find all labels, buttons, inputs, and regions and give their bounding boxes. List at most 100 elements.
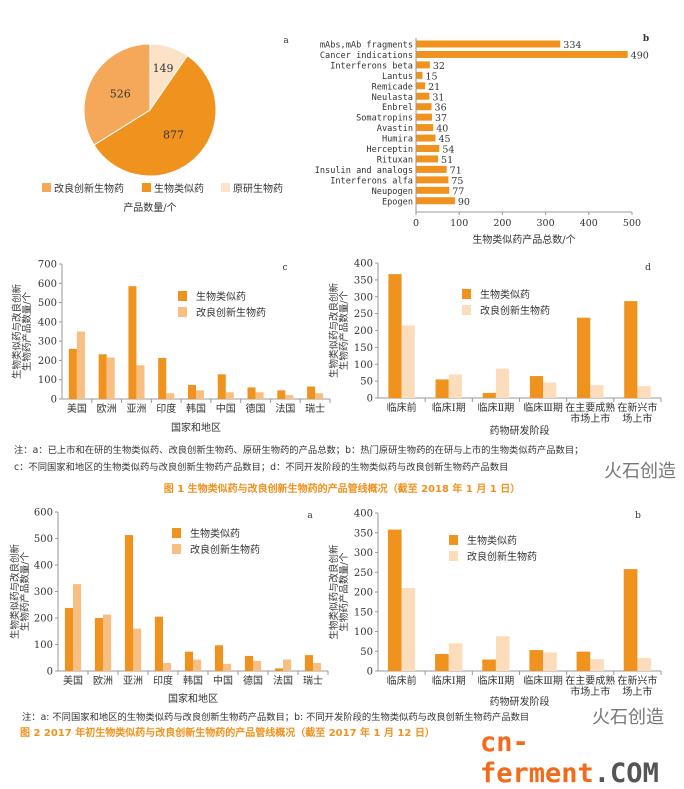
- bar-improved: [283, 659, 292, 671]
- y-tick-label: 100: [354, 360, 373, 371]
- panel-label: c: [282, 263, 287, 273]
- x-axis-label: 药物研发阶段: [490, 424, 550, 437]
- data-label: 334: [563, 40, 581, 51]
- x-tick-label: 美国: [63, 674, 83, 687]
- bar-improved: [495, 636, 510, 671]
- y-tick-label: 200: [38, 356, 57, 367]
- x-tick-label: 临床Ⅲ期: [523, 674, 563, 687]
- y-axis-label: 生物类似药与改良创新: [9, 544, 21, 640]
- y-tick-label: 0: [47, 667, 53, 678]
- bar-biosimilar: [94, 618, 103, 671]
- y-tick-label: 500: [34, 534, 53, 545]
- bar-improved: [133, 628, 142, 671]
- watermark-site-tld: .COM: [593, 758, 659, 789]
- legend-label: 生物类似药: [196, 290, 246, 303]
- bar: [416, 124, 434, 132]
- bar-biosimilar: [623, 569, 638, 671]
- x-axis-label: 国家和地区: [168, 692, 218, 705]
- watermark-brand: 火石创造: [604, 461, 676, 482]
- bar-biosimilar: [187, 384, 196, 399]
- bar-biosimilar: [274, 668, 283, 671]
- bar-biosimilar: [387, 529, 402, 671]
- x-axis-label: 国家和地区: [171, 421, 221, 434]
- bar-improved: [255, 392, 264, 399]
- x-tick-label: 场上市: [622, 685, 652, 698]
- legend-label: 改良创新生物药: [480, 304, 550, 317]
- bar: [416, 155, 439, 163]
- bar: [416, 176, 449, 184]
- panel-label: d: [645, 263, 651, 273]
- bar-biosimilar: [98, 354, 107, 399]
- data-label: 77: [452, 186, 464, 197]
- x-tick-label: 0: [413, 218, 419, 229]
- y-tick-label: 200: [354, 326, 373, 337]
- data-label: 45: [438, 134, 450, 145]
- pie-slice: [93, 54, 217, 177]
- x-tick-label: 韩国: [186, 402, 206, 415]
- bar-improved: [637, 657, 652, 671]
- y-tick-label: 200: [354, 588, 373, 599]
- x-tick-label: 市场上市: [570, 412, 610, 425]
- bar-improved: [313, 663, 322, 671]
- legend-label: 改良创新生物药: [54, 182, 124, 195]
- figure1-note: 注：a：已上市和在研的生物类似药、改良创新生物药、原研生物药的产品总数；b：热门…: [14, 442, 684, 473]
- bar: [416, 40, 561, 48]
- data-label: 71: [450, 165, 462, 176]
- data-label: 31: [432, 92, 444, 103]
- x-axis-label: 产品数量/个: [123, 201, 176, 214]
- x-tick-label: 临床前: [387, 674, 417, 687]
- bar-improved: [637, 386, 651, 398]
- category-label: Enbrel: [382, 103, 413, 113]
- y-tick-label: 400: [34, 561, 53, 572]
- y-tick-label: 500: [38, 298, 57, 309]
- x-tick-label: 中国: [213, 674, 233, 687]
- data-label: 40: [436, 124, 448, 135]
- bar-improved: [543, 382, 557, 398]
- y-tick-label: 300: [354, 292, 373, 303]
- bar-biosimilar: [307, 386, 316, 399]
- x-tick-label: 临床Ⅱ期: [478, 401, 515, 414]
- data-label: 32: [433, 61, 445, 72]
- x-axis-label: 生物类似药产品总数/个: [472, 233, 575, 246]
- bar-improved: [448, 643, 463, 671]
- x-tick-label: 100: [450, 218, 468, 229]
- category-label: Lantus: [382, 72, 413, 82]
- y-tick-label: 250: [354, 568, 373, 579]
- y-tick-label: 300: [34, 587, 53, 598]
- bar-improved: [76, 331, 85, 399]
- bar: [416, 113, 432, 121]
- legend-label: 生物类似药: [467, 534, 517, 547]
- y-tick-label: 150: [354, 607, 373, 618]
- bar-improved: [253, 660, 262, 671]
- bar-improved: [401, 325, 415, 398]
- x-tick-label: 400: [580, 218, 598, 229]
- y-axis-label: 生物药产品数量/个: [338, 290, 350, 370]
- category-label: Neulasta: [372, 93, 413, 103]
- panel-label: a: [307, 511, 313, 521]
- y-tick-label: 400: [354, 259, 373, 270]
- y-axis-label: 生物药产品数量/个: [338, 552, 350, 632]
- x-tick-label: 欧洲: [97, 403, 117, 415]
- panel-label: b: [635, 511, 641, 521]
- category-label: Rituxan: [377, 155, 413, 165]
- x-tick-label: 市场上市: [570, 685, 610, 698]
- legend-swatch: [178, 307, 187, 317]
- legend-label: 生物类似药: [190, 527, 240, 540]
- bar-improved: [166, 393, 175, 399]
- y-tick-label: 150: [354, 343, 373, 354]
- bar-improved: [448, 374, 462, 398]
- bar-improved: [163, 663, 172, 671]
- x-tick-label: 法国: [275, 402, 295, 415]
- x-tick-label: 德国: [246, 402, 266, 415]
- y-tick-label: 50: [360, 647, 373, 658]
- bar-biosimilar: [435, 654, 449, 671]
- bar-biosimilar: [68, 348, 77, 399]
- bar-improved: [193, 659, 202, 671]
- bar-biosimilar: [435, 379, 449, 398]
- legend-swatch: [178, 291, 187, 301]
- y-tick-label: 0: [51, 395, 57, 406]
- bar-biosimilar: [304, 655, 313, 671]
- category-label: Insulin and analogs: [315, 166, 413, 176]
- bar-biosimilar: [158, 357, 167, 399]
- bar: [416, 145, 440, 152]
